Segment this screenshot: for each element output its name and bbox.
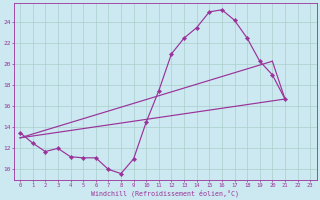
- X-axis label: Windchill (Refroidissement éolien,°C): Windchill (Refroidissement éolien,°C): [91, 189, 239, 197]
